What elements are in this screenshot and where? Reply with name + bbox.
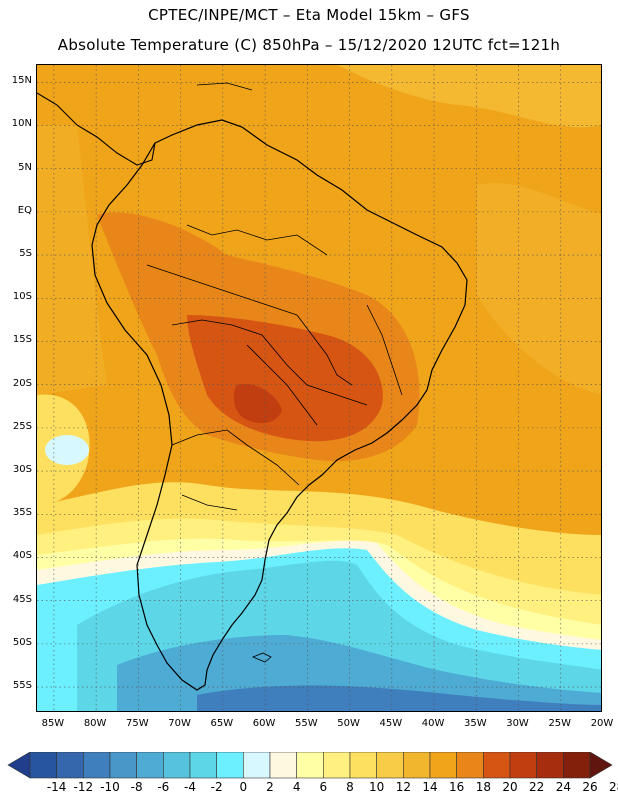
colorbar-swatch	[29, 752, 57, 779]
colorbar-swatch	[323, 752, 351, 779]
map-subtitle: Absolute Temperature (C) 850hPa – 15/12/…	[57, 36, 561, 54]
falkland-islands	[251, 652, 272, 663]
colorbar-tick-label: 10	[369, 780, 385, 794]
colorbar-tick-label: 4	[292, 780, 301, 794]
colorbar-swatch	[509, 752, 537, 779]
lon-tick-label: 80W	[83, 718, 107, 729]
colorbar-tick-label: -2	[210, 780, 223, 794]
lon-tick-label: 35W	[463, 718, 487, 729]
lat-tick-label: 50S	[12, 636, 32, 648]
colorbar-tick-label: 28	[609, 780, 618, 794]
colorbar-tick-label: 12	[395, 780, 411, 794]
hot-core-region	[187, 315, 383, 442]
colorbar-tick-label: 26	[582, 780, 598, 794]
colorbar-tick-label: 0	[239, 780, 248, 794]
graticule	[37, 65, 601, 711]
colorbar-tick-label: 6	[319, 780, 328, 794]
colorbar-tick-label: -12	[73, 780, 94, 794]
colorbar-swatch	[269, 752, 297, 779]
lat-tick-label: 5N	[18, 161, 32, 173]
lat-tick-label: EQ	[17, 204, 32, 216]
temperature-map	[36, 64, 602, 712]
colorbar-tick-label: -8	[130, 780, 143, 794]
hottest-spot	[233, 384, 282, 424]
lon-tick-label: 30W	[506, 718, 529, 729]
lat-tick-label: 40S	[12, 550, 32, 562]
caribbean-islands	[196, 82, 253, 91]
gold-patch-north	[337, 65, 601, 128]
colorbar-swatch	[456, 752, 484, 779]
colorbar-swatch	[483, 752, 511, 779]
colorbar-swatch	[563, 752, 591, 779]
colorbar-tick-label: -10	[100, 780, 120, 794]
lat-tick-label: 35S	[12, 507, 32, 519]
lon-tick-label: 85W	[41, 718, 65, 729]
south-america-coastline	[91, 119, 468, 691]
colorbar-tick-label: 8	[346, 780, 354, 794]
colorbar-swatch	[136, 752, 164, 779]
colorbar-tick-label: -14	[46, 780, 67, 794]
colorbar-swatch	[216, 752, 244, 779]
lat-tick-label: 10N	[11, 118, 32, 130]
lat-tick-label: 15N	[11, 75, 32, 87]
lat-tick-label: 15S	[12, 334, 32, 346]
map-canvas	[37, 65, 601, 711]
colorbar-swatch	[109, 752, 137, 779]
lat-tick-label: 55S	[12, 680, 32, 692]
lon-tick-label: 25W	[548, 718, 572, 729]
lon-tick-label: 65W	[210, 718, 234, 729]
colorbar-tick-label: 2	[266, 780, 274, 794]
colorbar-tick-label: -6	[157, 780, 170, 794]
central-america-coastline	[37, 92, 156, 166]
temperature-colorbar	[7, 752, 613, 779]
colorbar-swatch	[189, 752, 217, 779]
lat-tick-label: 10S	[12, 291, 32, 303]
colorbar-tick-label: -4	[184, 780, 196, 794]
colorbar-tick-label: 16	[449, 780, 465, 794]
colorbar-tick-label: 18	[475, 780, 491, 794]
cold-patch-pacific	[45, 435, 89, 465]
amber-patch-east	[477, 183, 601, 395]
lon-tick-label: 40W	[421, 718, 445, 729]
colorbar-min-arrow	[7, 752, 31, 779]
colorbar-swatch	[429, 752, 457, 779]
colorbar-tick-label: 20	[502, 780, 518, 794]
colorbar-swatch	[296, 752, 324, 779]
colorbar-swatch	[163, 752, 191, 779]
lon-tick-label: 50W	[337, 718, 360, 729]
lon-tick-label: 75W	[126, 718, 149, 729]
lat-tick-label: 30S	[12, 464, 32, 476]
colorbar-swatch	[349, 752, 377, 779]
lat-tick-label: 45S	[12, 593, 32, 605]
colorbar-tick-label: 24	[555, 780, 571, 794]
colorbar-swatch	[83, 752, 111, 779]
colorbar-max-arrow	[589, 752, 613, 779]
colorbar-tick-label: 14	[422, 780, 438, 794]
lat-tick-label: 25S	[12, 420, 32, 432]
lon-tick-label: 45W	[379, 718, 403, 729]
lat-tick-label: 20S	[12, 377, 32, 389]
country-borders	[146, 224, 403, 511]
colorbar-tick-label: 22	[529, 780, 545, 794]
lon-tick-label: 55W	[295, 718, 318, 729]
lon-tick-label: 20W	[590, 718, 614, 729]
deep-cold-band	[197, 685, 601, 711]
amber-patch-west	[37, 125, 107, 395]
colorbar-swatch	[56, 752, 84, 779]
colorbar-swatch	[403, 752, 431, 779]
lat-tick-label: 5S	[19, 248, 32, 260]
lon-tick-label: 70W	[168, 718, 191, 729]
colorbar-swatch	[376, 752, 404, 779]
colorbar-swatch	[536, 752, 564, 779]
lon-tick-label: 60W	[252, 718, 276, 729]
map-title: CPTEC/INPE/MCT – Eta Model 15km – GFS	[148, 6, 470, 24]
colorbar-swatch	[243, 752, 271, 779]
